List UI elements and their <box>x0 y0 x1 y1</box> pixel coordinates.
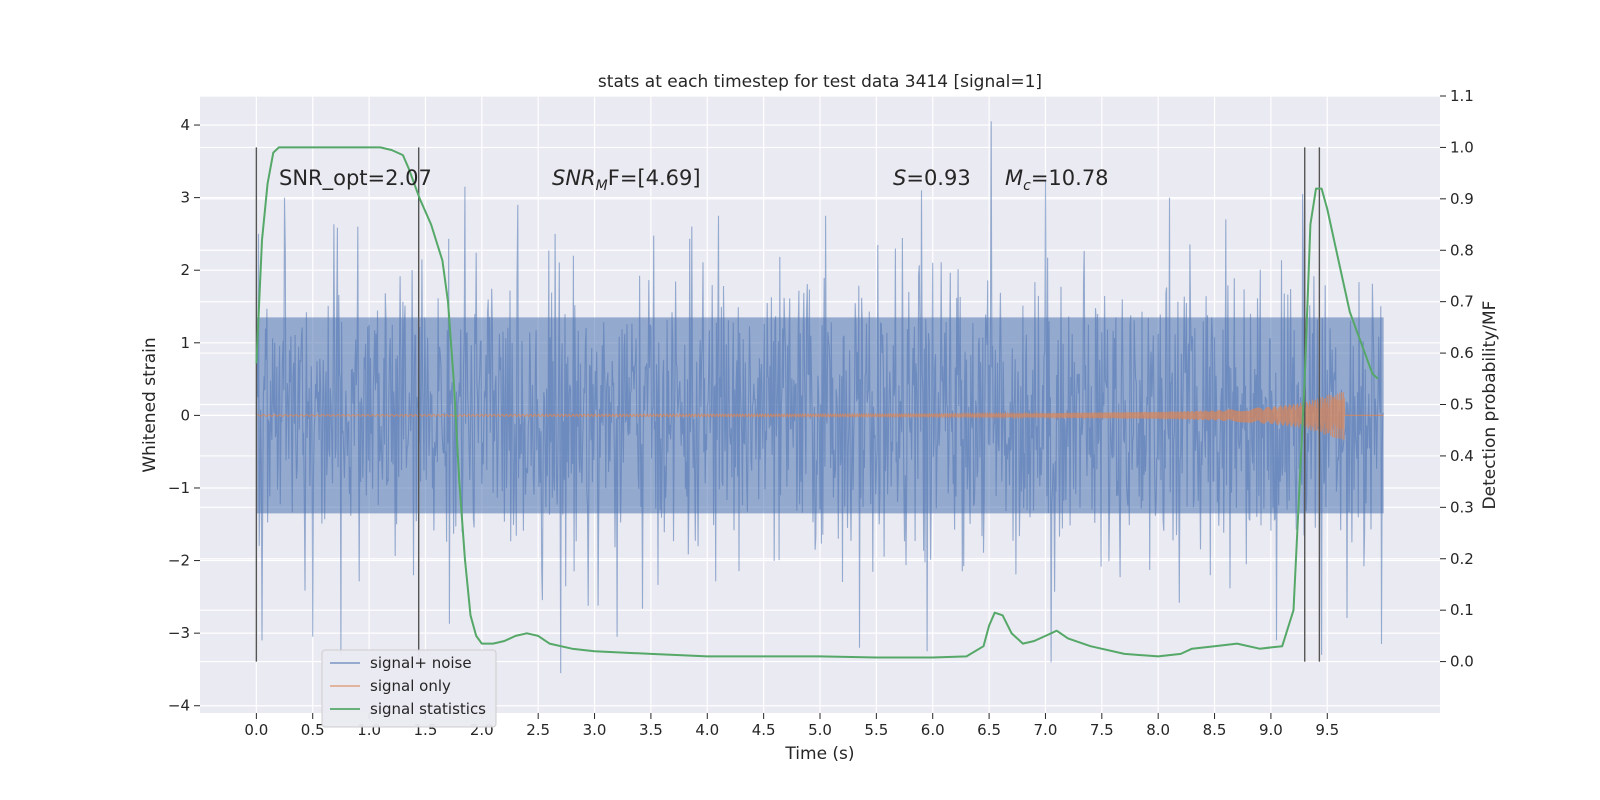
y-tick-label: 4 <box>180 116 190 134</box>
y-tick-label: 2 <box>180 261 190 279</box>
y2-tick-label: 0.7 <box>1450 293 1474 311</box>
y-tick-label: 0 <box>180 406 190 424</box>
y-axis-ticks: −4 −3 −2 −1 0 1 2 3 4 <box>168 116 200 715</box>
annotation-snr-mf-rest: F=[4.69] <box>608 166 701 190</box>
y2-tick-label: 0.1 <box>1450 601 1474 619</box>
y2-tick-label: 0.2 <box>1450 550 1474 568</box>
annotation-s-value: S=0.93 <box>893 166 971 190</box>
x-tick-label: 2.5 <box>526 721 550 739</box>
legend-label-signal-noise: signal+ noise <box>370 654 472 672</box>
x-tick-label: 7.5 <box>1090 721 1114 739</box>
y2-tick-label: 0.5 <box>1450 396 1474 414</box>
x-tick-label: 4.5 <box>752 721 776 739</box>
x-tick-label: 0.5 <box>301 721 325 739</box>
annotation-mc-value: Mc=10.78 <box>1005 166 1109 194</box>
y-tick-label: −4 <box>168 697 190 715</box>
chart-title: stats at each timestep for test data 341… <box>598 72 1042 92</box>
y2-tick-label: 0.3 <box>1450 498 1474 516</box>
x-tick-label: 6.5 <box>977 721 1001 739</box>
x-tick-label: 5.0 <box>808 721 832 739</box>
x-axis-label: Time (s) <box>784 744 854 764</box>
vertical-markers <box>255 147 1321 662</box>
x-tick-label: 9.0 <box>1259 721 1283 739</box>
y2-tick-label: 0.0 <box>1450 653 1474 671</box>
x-tick-label: 3.5 <box>639 721 663 739</box>
legend-label-signal-only: signal only <box>370 677 451 695</box>
signal-noise-line <box>255 121 1385 674</box>
signal-only-series <box>255 392 1384 441</box>
signal-statistics-line <box>255 146 1379 659</box>
y2-tick-label: 0.8 <box>1450 241 1474 259</box>
y-tick-label: 3 <box>180 189 190 207</box>
y2-axis-ticks: 0.0 0.1 0.2 0.3 0.4 0.5 0.6 0.7 0.8 0.9 1.0 1.1 <box>1440 87 1474 671</box>
annotation-mc-main: M <box>1005 166 1023 190</box>
y-tick-label: −3 <box>168 624 190 642</box>
y2-axis-label: Detection probability/MF <box>1480 301 1500 510</box>
legend-label-signal-statistics: signal statistics <box>370 700 486 718</box>
y2-tick-label: 0.4 <box>1450 447 1474 465</box>
annotation-mc-rest: =10.78 <box>1031 166 1109 190</box>
annotation-mc-sub: c <box>1023 178 1031 194</box>
y2-tick-label: 0.6 <box>1450 344 1474 362</box>
annotation-s-rest: =0.93 <box>906 166 970 190</box>
y-axis-label: Whitened strain <box>140 337 160 472</box>
x-tick-label: 0.0 <box>244 721 268 739</box>
x-tick-label: 3.0 <box>583 721 607 739</box>
signal-only-line <box>255 392 1384 441</box>
x-axis-ticks: 0.0 0.5 1.0 1.5 2.0 2.5 3.0 3.5 4.0 4.5 5.0 5.5 6.0 6… <box>244 713 1339 739</box>
x-tick-label: 7.0 <box>1034 721 1058 739</box>
x-tick-label: 8.5 <box>1203 721 1227 739</box>
x-tick-label: 4.0 <box>695 721 719 739</box>
x-tick-label: 5.5 <box>864 721 888 739</box>
annotation-snr-mf-main: SNR <box>552 166 596 190</box>
legend: signal+ noise signal only signal statist… <box>321 649 497 728</box>
annotation-snr-opt: SNR_opt=2.07 <box>279 166 432 191</box>
y-tick-label: −2 <box>168 552 190 570</box>
x-tick-label: 6.0 <box>921 721 945 739</box>
y-tick-label: 1 <box>180 334 190 352</box>
y2-tick-label: 1.0 <box>1450 138 1474 156</box>
y-tick-label: −1 <box>168 479 190 497</box>
legend-box <box>321 649 497 728</box>
annotation-snr-mf: SNRMF=[4.69] <box>552 166 701 194</box>
x-tick-label: 8.0 <box>1146 721 1170 739</box>
y2-tick-label: 1.1 <box>1450 87 1474 105</box>
signal-statistics-series <box>255 146 1379 659</box>
annotation-snr-mf-sub: M <box>596 178 608 194</box>
x-tick-label: 9.5 <box>1315 721 1339 739</box>
y2-tick-label: 0.9 <box>1450 190 1474 208</box>
annotation-s-main: S <box>893 166 906 190</box>
